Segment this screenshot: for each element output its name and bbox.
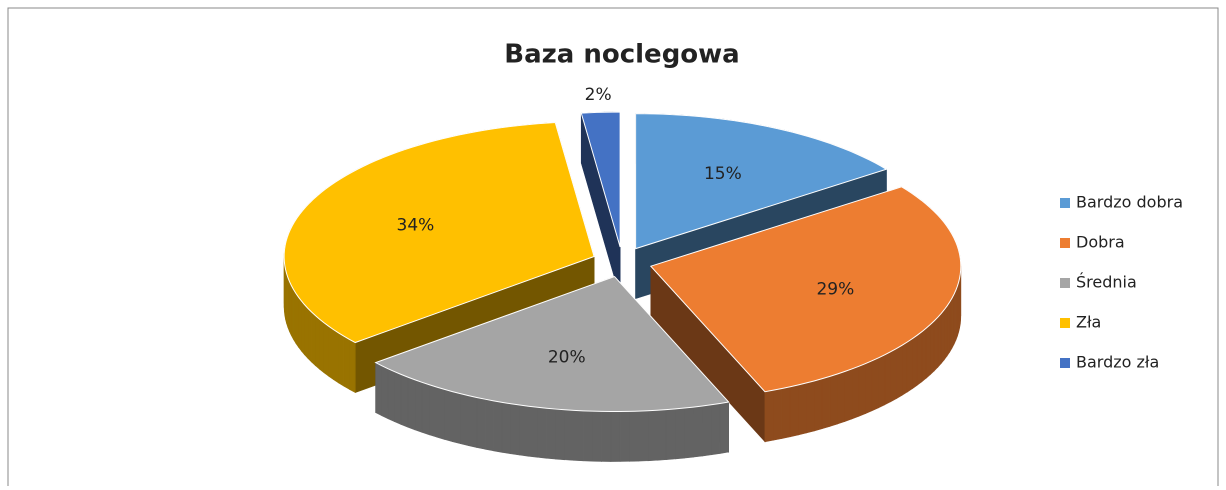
pie-slice <box>649 186 962 443</box>
chart-title: Baza noclegowa <box>504 40 739 70</box>
legend-swatch <box>1060 278 1070 288</box>
legend-swatch <box>1060 358 1070 368</box>
legend-label: Średnia <box>1076 273 1137 292</box>
legend-label: Bardzo zła <box>1076 353 1159 372</box>
pie-slice <box>374 275 730 462</box>
data-label: 15% <box>704 164 742 184</box>
legend-swatch <box>1060 318 1070 328</box>
data-label: 34% <box>397 216 435 236</box>
legend-label: Bardzo dobra <box>1076 193 1183 212</box>
pie-slice <box>580 111 621 298</box>
data-label: 29% <box>816 280 854 300</box>
data-label: 2% <box>585 85 612 105</box>
pie-slice <box>283 122 595 394</box>
legend-label: Zła <box>1076 313 1101 332</box>
legend-swatch <box>1060 238 1070 248</box>
data-label: 20% <box>548 348 586 368</box>
legend-swatch <box>1060 198 1070 208</box>
legend-label: Dobra <box>1076 233 1125 252</box>
